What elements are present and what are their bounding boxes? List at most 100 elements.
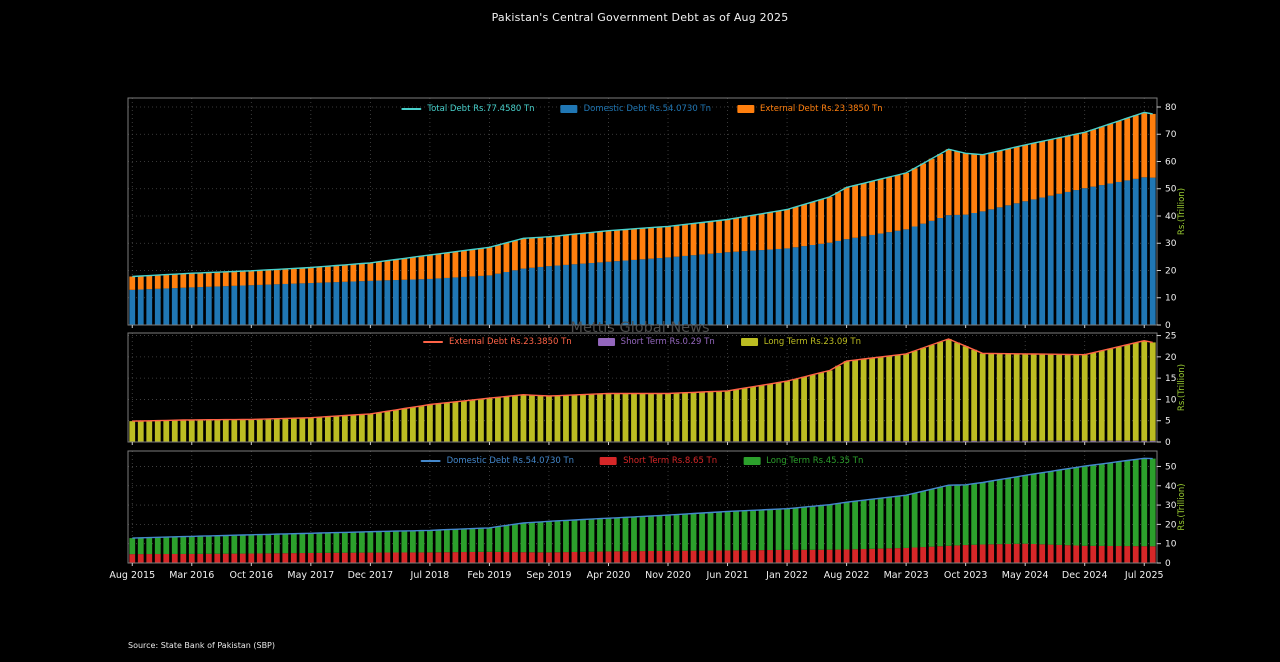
bar-segment <box>682 550 688 563</box>
bar-segment <box>741 510 748 551</box>
bar-segment <box>333 265 340 283</box>
bar-segment <box>375 261 382 281</box>
bar-segment <box>358 281 365 325</box>
bar-segment <box>435 530 442 553</box>
bar-segment <box>877 440 884 442</box>
legend-label: Short Term Rs.8.65 Tn <box>623 456 718 466</box>
bar-segment <box>137 420 144 442</box>
bar-segment <box>648 551 654 563</box>
bar-segment <box>154 537 161 555</box>
bar-segment <box>1022 475 1029 544</box>
bar-segment <box>214 286 221 325</box>
bar-segment <box>503 242 510 272</box>
bar-segment <box>461 528 467 553</box>
bar-segment <box>231 553 238 563</box>
bar-segment <box>648 515 654 551</box>
bar-segment <box>1149 342 1156 441</box>
bar-segment <box>716 511 722 551</box>
bar-segment <box>622 517 629 552</box>
bar-segment <box>205 553 212 563</box>
bar-segment <box>1149 440 1156 442</box>
bar-segment <box>265 534 272 554</box>
bar-segment <box>392 409 399 442</box>
bar-segment <box>614 261 620 325</box>
bar-segment <box>469 276 476 325</box>
bar-segment <box>843 502 850 550</box>
bar-segment <box>358 531 365 553</box>
bar-segment <box>690 513 697 551</box>
bar-segment <box>1141 112 1148 178</box>
domestic-debt-panel: 0 10 20 30 40 50 <box>127 450 1177 569</box>
legend-item: Short Term Rs.0.29 Tn <box>597 337 715 347</box>
bar-segment <box>724 390 731 442</box>
bar-segment <box>546 521 552 553</box>
bar-segment <box>367 552 374 563</box>
bar-segment <box>979 353 986 441</box>
bar-segment <box>894 548 901 563</box>
bar-segment <box>1081 545 1088 563</box>
bar-segment <box>1073 354 1080 441</box>
bar-segment <box>299 417 306 442</box>
bar-segment <box>265 418 272 442</box>
domestic-debt-panel-frame <box>127 450 1158 564</box>
bar-segment <box>197 272 204 288</box>
bar-segment <box>1047 354 1054 441</box>
legend-item: Domestic Debt Rs.54.0730 Tn <box>560 104 711 114</box>
bar-segment <box>614 551 620 563</box>
bar-segment <box>614 230 620 262</box>
bar-segment <box>392 280 399 325</box>
bar-segment <box>784 209 790 249</box>
bar-segment <box>282 533 289 554</box>
bar-segment <box>673 550 680 563</box>
bar-segment <box>554 235 561 266</box>
bar-segment <box>529 522 535 553</box>
legend-label: Domestic Debt Rs.54.0730 Tn <box>446 456 575 466</box>
bar-segment <box>945 338 952 441</box>
bar-segment <box>1090 440 1097 442</box>
bar-segment <box>290 268 297 284</box>
bar-segment <box>1064 440 1071 442</box>
bar-segment <box>741 550 748 563</box>
bar-segment <box>792 507 799 550</box>
bar-segment <box>1141 177 1148 325</box>
bar-segment <box>1090 129 1097 187</box>
bar-segment <box>588 263 595 325</box>
bar-segment <box>945 545 952 563</box>
external-debt-panel: 0 5 10 15 20 25 <box>127 332 1177 448</box>
bar-segment <box>188 553 195 563</box>
bar-segment <box>520 523 527 553</box>
bar-segment <box>1124 460 1131 547</box>
bar-segment <box>741 251 748 325</box>
legend-label: Long Term Rs.45.35 Tn <box>766 456 864 466</box>
bar-segment <box>835 365 841 442</box>
bar-segment <box>928 158 935 221</box>
bar-segment <box>154 275 161 289</box>
bar-segment <box>299 283 306 325</box>
bar-segment <box>954 545 961 563</box>
x-tick-label: Dec 2017 <box>348 570 394 581</box>
bar-segment <box>282 268 289 284</box>
bar-segment <box>554 265 561 325</box>
y-tick-label: 15 <box>1165 374 1176 384</box>
bar-segment <box>758 385 765 442</box>
legend-total-debt: Total Debt Rs.77.4580 Tn Domestic Debt Rs… <box>401 104 883 114</box>
bar-segment <box>809 506 816 550</box>
bar-segment <box>1115 546 1122 563</box>
bar-segment <box>486 527 493 552</box>
bar-segment <box>784 381 790 442</box>
bar-segment <box>444 529 450 553</box>
bar-segment <box>622 393 629 442</box>
bar-segment <box>324 266 331 283</box>
y-tick-label: 10 <box>1165 294 1177 304</box>
bar-segment <box>1047 440 1054 442</box>
bar-segment <box>920 223 927 325</box>
bar-segment <box>588 519 595 552</box>
bar-segment <box>503 396 510 442</box>
bar-segment <box>869 548 876 563</box>
bar-segment <box>503 271 510 325</box>
bar-segment <box>1030 353 1037 441</box>
bar-segment <box>324 552 331 563</box>
x-tick-label: May 2024 <box>1002 570 1049 581</box>
bar-segment <box>1124 180 1131 325</box>
x-tick-label: May 2017 <box>287 570 334 581</box>
